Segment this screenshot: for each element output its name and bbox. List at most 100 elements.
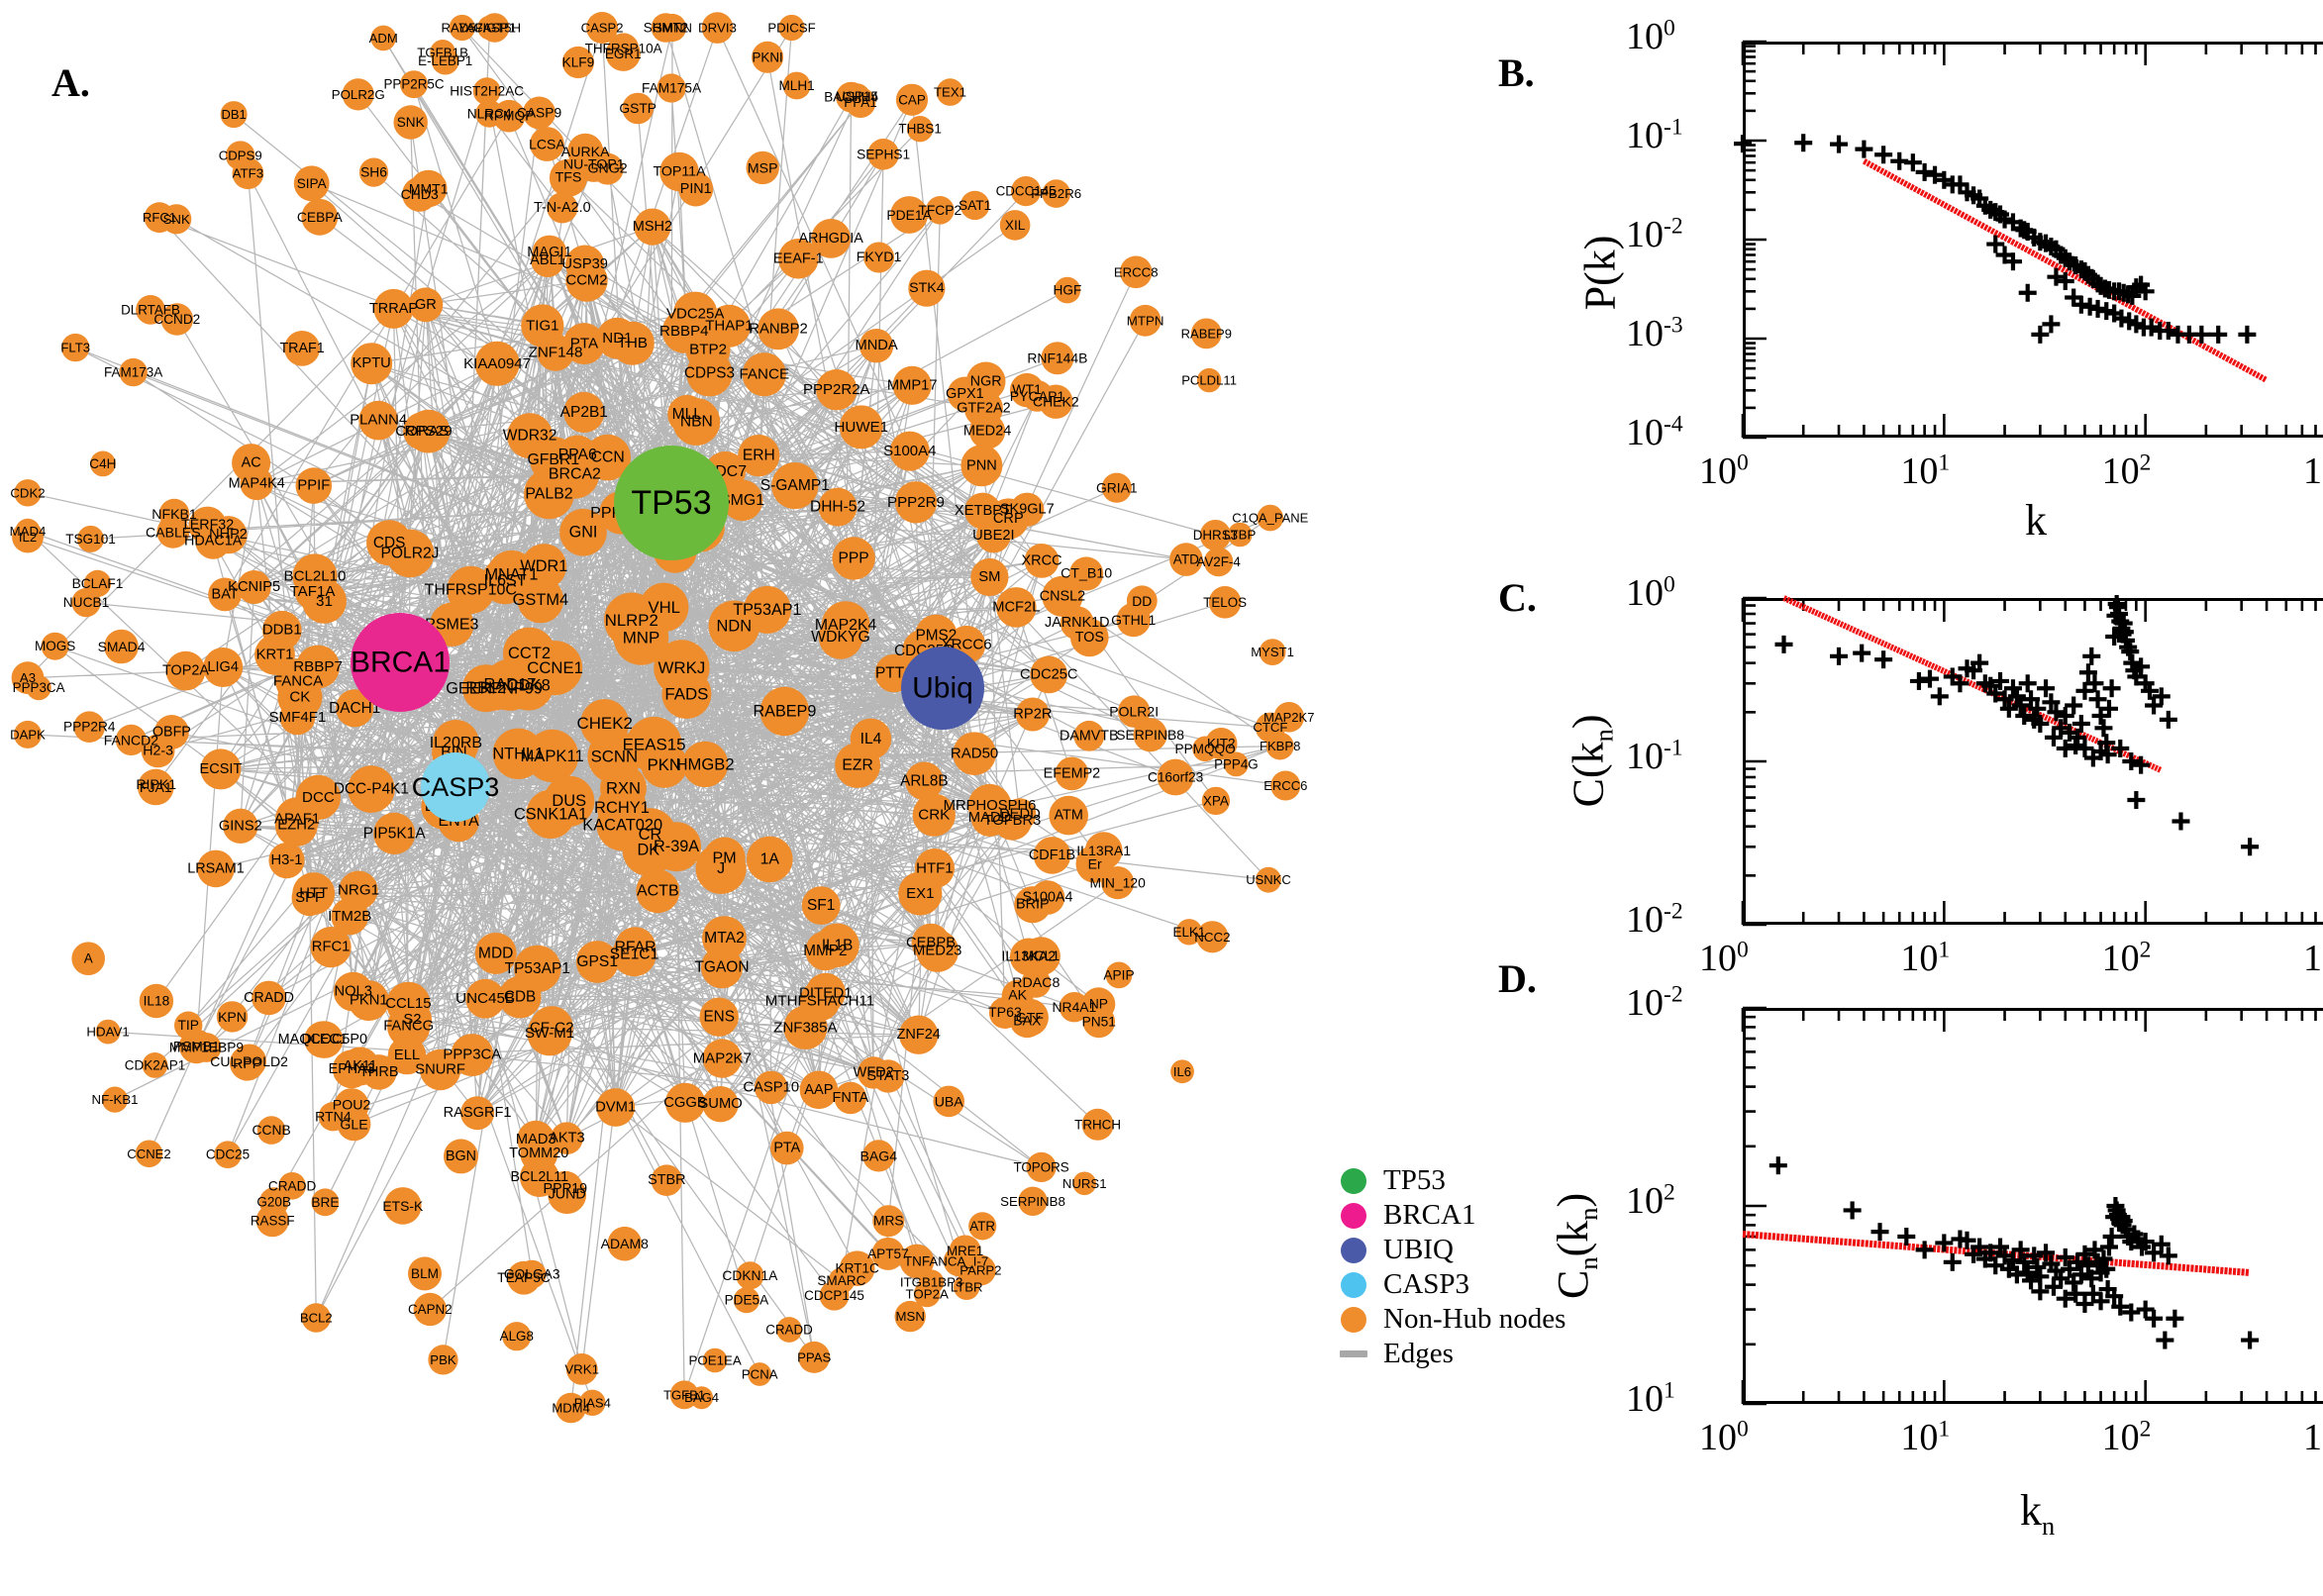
hub-node-ubiq[interactable] bbox=[901, 647, 984, 730]
network-node[interactable] bbox=[862, 1140, 895, 1172]
network-node[interactable] bbox=[1081, 987, 1116, 1022]
network-node[interactable] bbox=[622, 92, 654, 125]
network-node[interactable] bbox=[1105, 961, 1133, 989]
network-node[interactable] bbox=[1033, 837, 1071, 874]
network-node[interactable] bbox=[1256, 866, 1281, 893]
network-node[interactable] bbox=[867, 139, 899, 170]
network-node[interactable] bbox=[721, 479, 763, 522]
network-node[interactable] bbox=[770, 1131, 804, 1165]
network-node[interactable] bbox=[1041, 342, 1074, 375]
network-node[interactable] bbox=[142, 1052, 168, 1078]
network-node[interactable] bbox=[858, 1056, 890, 1089]
network-node[interactable] bbox=[759, 686, 810, 737]
network-node[interactable] bbox=[301, 1303, 331, 1333]
network-node[interactable] bbox=[1169, 543, 1203, 576]
network-node[interactable] bbox=[702, 1039, 742, 1078]
network-node[interactable] bbox=[799, 1070, 839, 1110]
network-node[interactable] bbox=[60, 333, 90, 362]
network-node[interactable] bbox=[525, 729, 579, 783]
network-node[interactable] bbox=[614, 927, 656, 968]
network-node[interactable] bbox=[209, 516, 248, 554]
network-node[interactable] bbox=[517, 576, 564, 624]
network-node[interactable] bbox=[805, 972, 846, 1013]
network-node[interactable] bbox=[358, 400, 399, 441]
network-node[interactable] bbox=[232, 157, 264, 190]
network-node[interactable] bbox=[742, 352, 786, 397]
network-node[interactable] bbox=[444, 1139, 478, 1174]
network-node[interactable] bbox=[237, 570, 271, 604]
network-node[interactable] bbox=[517, 1120, 556, 1158]
network-node[interactable] bbox=[960, 445, 1003, 487]
network-node[interactable] bbox=[778, 14, 805, 42]
network-node[interactable] bbox=[472, 77, 501, 106]
network-node[interactable] bbox=[936, 78, 964, 106]
network-node[interactable] bbox=[1118, 695, 1151, 728]
network-node[interactable] bbox=[139, 983, 174, 1019]
network-node[interactable] bbox=[531, 244, 564, 277]
network-node[interactable] bbox=[408, 1256, 442, 1291]
network-node[interactable] bbox=[551, 1122, 583, 1154]
network-node[interactable] bbox=[200, 748, 242, 790]
hub-node-tp53[interactable] bbox=[614, 446, 729, 560]
network-node[interactable] bbox=[1055, 756, 1089, 791]
network-node[interactable] bbox=[733, 1287, 760, 1314]
network-node[interactable] bbox=[334, 1088, 369, 1124]
network-node[interactable] bbox=[565, 1353, 598, 1385]
network-node[interactable] bbox=[26, 675, 51, 701]
network-node[interactable] bbox=[702, 916, 747, 960]
network-node[interactable] bbox=[565, 259, 608, 302]
network-node[interactable] bbox=[136, 295, 165, 325]
network-node[interactable] bbox=[1257, 504, 1284, 532]
network-node[interactable] bbox=[502, 1322, 532, 1351]
network-node[interactable] bbox=[1009, 372, 1045, 408]
network-node[interactable] bbox=[964, 492, 1001, 530]
network-node[interactable] bbox=[871, 1237, 905, 1270]
network-node[interactable] bbox=[223, 808, 258, 844]
network-node[interactable] bbox=[530, 127, 564, 161]
network-node[interactable] bbox=[154, 715, 189, 749]
network-node[interactable] bbox=[926, 196, 955, 225]
network-node[interactable] bbox=[191, 1033, 222, 1062]
network-node[interactable] bbox=[77, 525, 104, 552]
network-node[interactable] bbox=[258, 1187, 289, 1217]
network-node[interactable] bbox=[1170, 1059, 1194, 1084]
network-node[interactable] bbox=[296, 645, 340, 689]
network-node[interactable] bbox=[295, 774, 341, 821]
network-node[interactable] bbox=[702, 1086, 739, 1123]
network-node[interactable] bbox=[967, 783, 1012, 828]
network-node[interactable] bbox=[517, 1259, 547, 1289]
network-node[interactable] bbox=[579, 1389, 606, 1417]
network-node[interactable] bbox=[634, 208, 671, 246]
network-node[interactable] bbox=[834, 1081, 867, 1115]
network-node[interactable] bbox=[801, 886, 841, 925]
network-node[interactable] bbox=[805, 931, 846, 971]
network-node[interactable] bbox=[563, 391, 605, 434]
network-node[interactable] bbox=[771, 462, 819, 510]
network-node[interactable] bbox=[336, 689, 374, 728]
network-node[interactable] bbox=[95, 1019, 121, 1045]
network-node[interactable] bbox=[1199, 520, 1231, 551]
network-node[interactable] bbox=[295, 467, 333, 504]
network-node[interactable] bbox=[385, 529, 435, 578]
network-node[interactable] bbox=[872, 1205, 905, 1238]
network-node[interactable] bbox=[839, 405, 883, 449]
network-node[interactable] bbox=[419, 1048, 461, 1091]
network-node[interactable] bbox=[586, 12, 619, 44]
network-node[interactable] bbox=[596, 1088, 636, 1127]
network-node[interactable] bbox=[1203, 547, 1234, 577]
network-node[interactable] bbox=[384, 1187, 422, 1225]
network-node[interactable] bbox=[798, 1341, 831, 1373]
network-node[interactable] bbox=[953, 732, 996, 775]
network-node[interactable] bbox=[386, 981, 431, 1026]
network-node[interactable] bbox=[431, 47, 459, 75]
network-node[interactable] bbox=[894, 1300, 926, 1333]
network-node[interactable] bbox=[899, 1244, 935, 1279]
network-node[interactable] bbox=[305, 1021, 344, 1058]
network-node[interactable] bbox=[1009, 938, 1048, 976]
network-node[interactable] bbox=[547, 192, 578, 224]
network-node[interactable] bbox=[1072, 1171, 1096, 1196]
network-node[interactable] bbox=[1116, 602, 1151, 638]
network-node[interactable] bbox=[591, 152, 624, 185]
network-node[interactable] bbox=[544, 775, 595, 827]
network-node[interactable] bbox=[41, 632, 69, 660]
